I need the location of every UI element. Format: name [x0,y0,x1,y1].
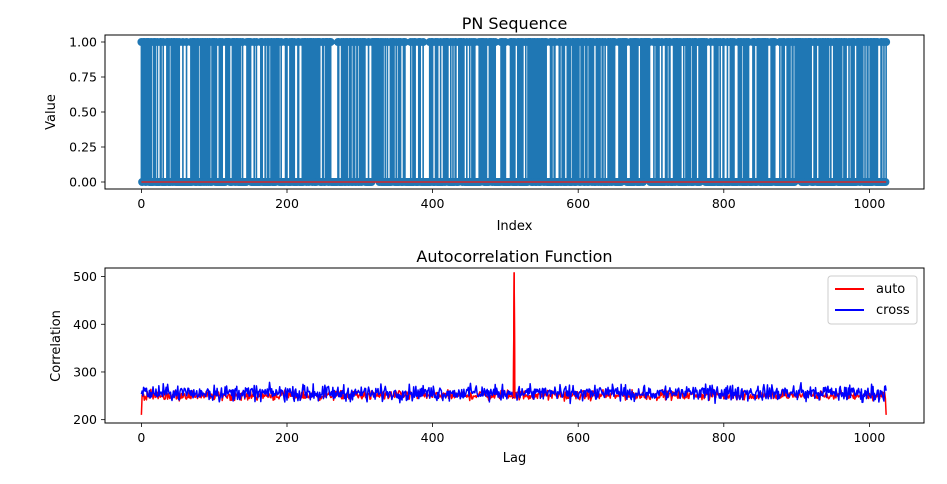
y-axis-ticks: 200 300 400 500 [73,269,105,427]
stem-marks [137,38,891,186]
chart-title: PN Sequence [462,14,568,33]
x-tick-label: 400 [421,196,445,211]
y-tick-label: 0.25 [69,140,97,155]
x-tick-label: 600 [566,430,590,445]
y-tick-label: 0.50 [69,105,97,120]
x-tick-label: 0 [137,196,145,211]
x-tick-label: 200 [275,430,299,445]
x-axis-label: Index [497,219,533,234]
legend-label-cross: cross [876,303,910,318]
y-tick-label: 400 [73,317,97,332]
y-axis-label: Correlation [49,310,64,382]
x-tick-label: 400 [421,430,445,445]
x-axis-label: Lag [503,451,526,466]
x-axis-ticks: 0 200 400 600 800 1000 [137,189,885,211]
plot-frame [104,267,925,424]
x-axis-ticks: 0 200 400 600 800 1000 [137,423,885,445]
x-tick-label: 600 [566,196,590,211]
legend-label-auto: auto [876,282,905,297]
x-tick-label: 800 [712,430,736,445]
autocorrelation-chart: Autocorrelation Function 0 200 400 600 800 10… [49,247,925,466]
x-tick-label: 1000 [853,430,885,445]
pn-sequence-chart: PN Sequence 0 200 400 600 800 1000 0.000.250.… [44,14,925,234]
y-tick-label: 500 [73,269,97,284]
x-tick-label: 200 [275,196,299,211]
y-tick-label: 200 [73,412,97,427]
y-tick-label: 0.00 [69,175,97,190]
line-marks [140,272,887,415]
chart-title: Autocorrelation Function [416,247,612,266]
y-axis-ticks: 0.00 0.25 0.50 0.75 1.00 [69,35,105,190]
y-axis-label: Value [44,94,59,130]
series-peak-auto [512,272,516,399]
y-tick-label: 1.00 [69,35,97,50]
x-tick-label: 0 [137,430,145,445]
legend: auto cross [827,275,918,325]
x-tick-label: 800 [712,196,736,211]
stem-lines [140,42,887,182]
x-tick-label: 1000 [853,196,885,211]
y-tick-label: 300 [73,364,97,379]
y-tick-label: 0.75 [69,70,97,85]
